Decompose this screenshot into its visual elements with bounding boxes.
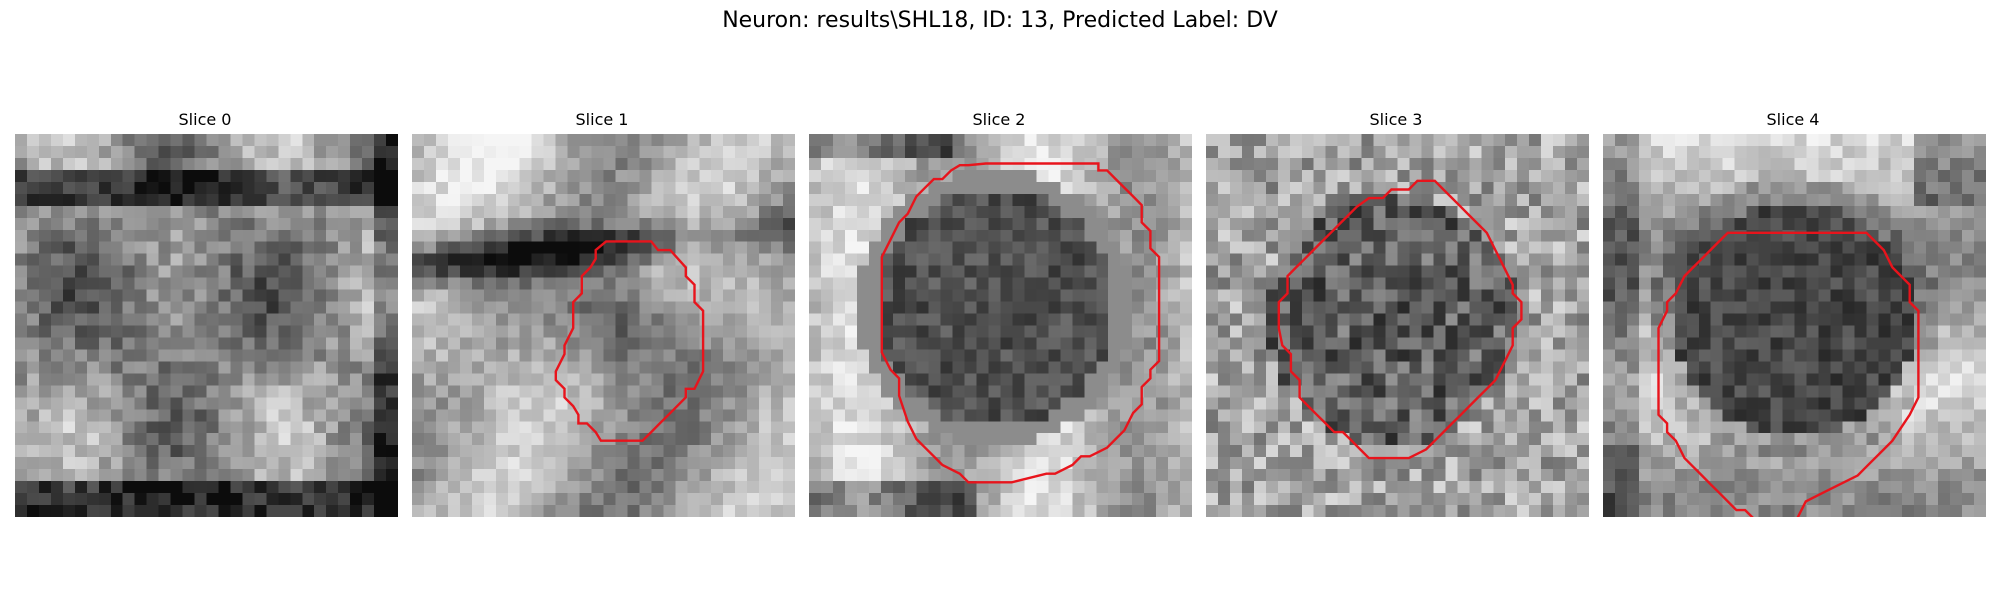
slice-2-image xyxy=(809,134,1192,517)
slice-1-panel xyxy=(412,134,795,517)
slice-4-panel xyxy=(1603,134,1986,517)
slice-2-title: Slice 2 xyxy=(972,110,1026,129)
slice-1-pixels xyxy=(412,134,795,517)
slice-0-pixels xyxy=(15,134,398,517)
slice-4-pixels xyxy=(1603,134,1986,517)
slice-2-contour xyxy=(880,162,1161,484)
slice-2-pixels xyxy=(809,134,1192,517)
slice-1-contour xyxy=(554,240,705,442)
slice-3-title: Slice 3 xyxy=(1369,110,1423,129)
slice-3-panel xyxy=(1206,134,1589,517)
slice-0-image xyxy=(15,134,398,517)
slice-3-image xyxy=(1206,134,1589,517)
slice-4-title: Slice 4 xyxy=(1766,110,1820,129)
slice-3-pixels xyxy=(1206,134,1589,517)
slice-2-panel xyxy=(809,134,1192,517)
slice-3-contour xyxy=(1277,179,1523,460)
slice-0-panel xyxy=(15,134,398,517)
figure-title: Neuron: results\SHL18, ID: 13, Predicted… xyxy=(722,8,1278,33)
slice-1-image xyxy=(412,134,795,517)
slice-1-title: Slice 1 xyxy=(575,110,629,129)
slice-4-image xyxy=(1603,134,1986,517)
slice-4-contour xyxy=(1657,231,1920,517)
slice-0-title: Slice 0 xyxy=(178,110,232,129)
